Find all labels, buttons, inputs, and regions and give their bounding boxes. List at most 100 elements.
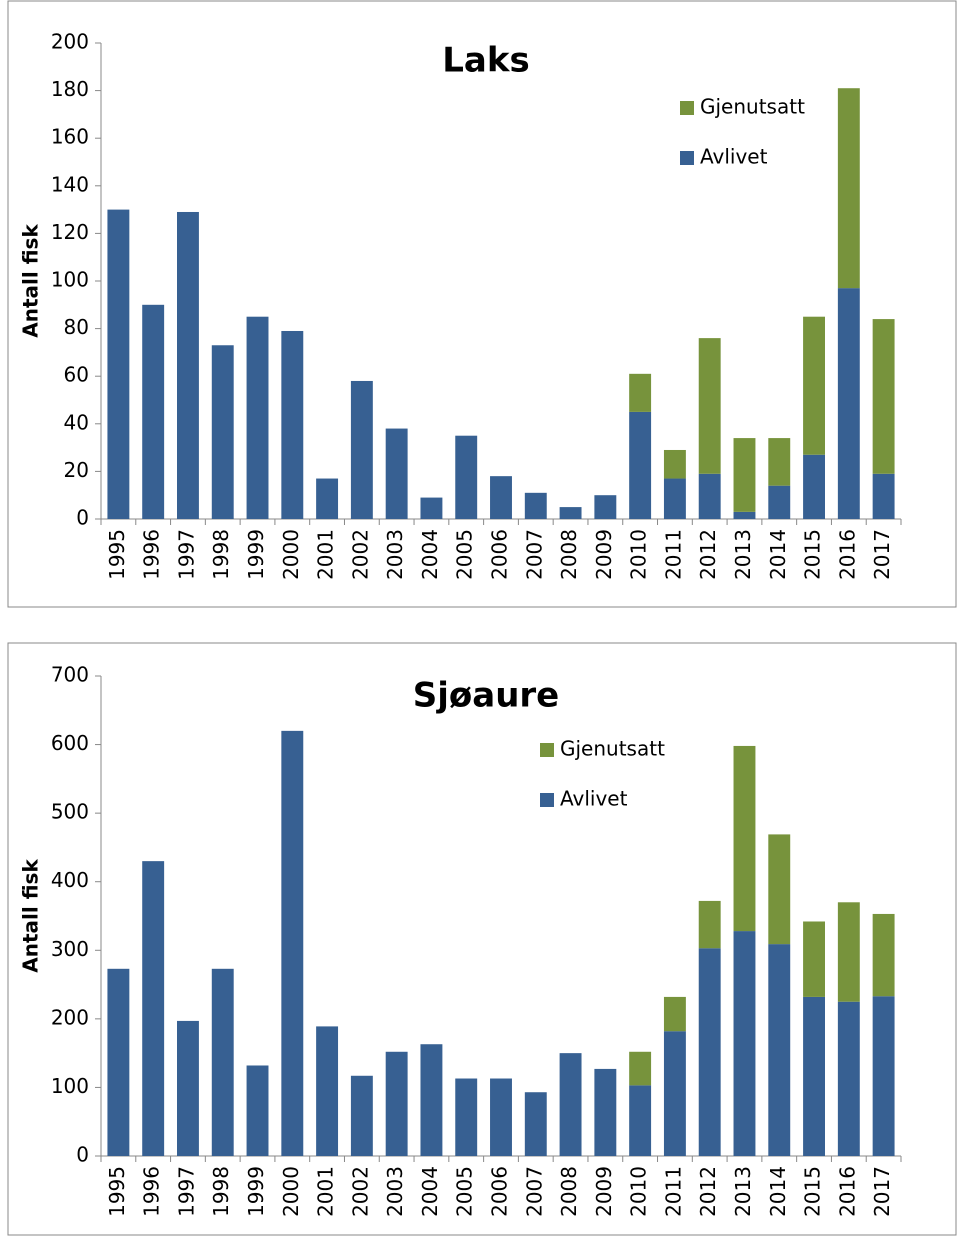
x-tick-label: 2001 bbox=[314, 529, 338, 580]
x-tick-label: 2016 bbox=[835, 529, 859, 580]
bar-segment bbox=[663, 449, 686, 479]
x-tick-label: 2004 bbox=[418, 1166, 442, 1217]
bar-segment bbox=[629, 373, 652, 412]
bar-segment bbox=[698, 338, 721, 474]
x-tick-label: 2002 bbox=[348, 1166, 372, 1217]
bar-segment bbox=[350, 1075, 373, 1156]
bar-segment bbox=[420, 497, 443, 519]
y-tick-label: 180 bbox=[51, 77, 89, 101]
x-tick-label: 2014 bbox=[766, 1166, 790, 1217]
y-tick-label: 400 bbox=[51, 868, 89, 892]
bar-segment bbox=[246, 316, 269, 519]
bar-segment bbox=[803, 316, 825, 455]
bar-segment bbox=[420, 1044, 443, 1156]
bar-segment bbox=[107, 209, 130, 519]
bar-segment bbox=[698, 473, 721, 519]
x-tick-label: 2008 bbox=[557, 529, 581, 580]
bar-segment bbox=[385, 1051, 408, 1156]
x-tick-label: 2007 bbox=[522, 529, 546, 580]
bar-segment bbox=[872, 319, 895, 474]
x-tick-label: 1996 bbox=[140, 1166, 164, 1217]
bar-segment bbox=[837, 88, 860, 289]
x-tick-label: 1996 bbox=[140, 529, 164, 580]
x-tick-label: 2003 bbox=[383, 1166, 407, 1217]
legend-swatch bbox=[680, 151, 694, 165]
bar-segment bbox=[455, 435, 478, 519]
x-tick-label: 2005 bbox=[453, 1166, 477, 1217]
bar-segment bbox=[837, 288, 860, 519]
x-tick-label: 2014 bbox=[766, 529, 790, 580]
bar-segment bbox=[698, 900, 721, 949]
bar-segment bbox=[837, 1001, 860, 1156]
bar-segment bbox=[768, 438, 791, 486]
y-tick-label: 60 bbox=[64, 363, 89, 387]
x-tick-label: 2017 bbox=[870, 1166, 894, 1217]
bar-segment bbox=[177, 1020, 199, 1156]
x-tick-label: 2000 bbox=[279, 1166, 303, 1217]
bar-segment bbox=[629, 411, 652, 519]
x-tick-label: 2011 bbox=[661, 529, 685, 580]
y-tick-label: 500 bbox=[51, 800, 89, 824]
x-tick-label: 1998 bbox=[209, 529, 233, 580]
bar-segment bbox=[316, 478, 339, 519]
x-tick-label: 2016 bbox=[835, 1166, 859, 1217]
x-tick-label: 2013 bbox=[731, 1166, 755, 1217]
x-tick-label: 2013 bbox=[731, 529, 755, 580]
bar-segment bbox=[733, 931, 756, 1156]
bar-segment bbox=[211, 968, 234, 1156]
bar-segment bbox=[872, 473, 895, 519]
bar-segment bbox=[107, 968, 130, 1156]
y-tick-label: 100 bbox=[51, 1074, 89, 1098]
legend-label: Avlivet bbox=[700, 145, 768, 169]
bar-segment bbox=[594, 1068, 617, 1156]
bar-segment bbox=[559, 1053, 582, 1156]
bar-segment bbox=[872, 913, 895, 997]
bar-segment bbox=[629, 1085, 652, 1156]
y-tick-label: 0 bbox=[76, 1143, 89, 1167]
x-tick-label: 2012 bbox=[696, 1166, 720, 1217]
bar-segment bbox=[663, 478, 686, 519]
y-tick-label: 600 bbox=[51, 731, 89, 755]
bar-segment bbox=[698, 948, 721, 1156]
bar-segment bbox=[211, 345, 234, 519]
y-tick-label: 700 bbox=[51, 663, 89, 687]
x-tick-label: 2000 bbox=[279, 529, 303, 580]
y-tick-label: 0 bbox=[76, 506, 89, 530]
bar-segment bbox=[768, 834, 791, 945]
bar-segment bbox=[768, 944, 791, 1156]
bar-segment bbox=[559, 507, 582, 519]
x-tick-label: 2010 bbox=[627, 529, 651, 580]
bar-segment bbox=[803, 921, 825, 997]
y-tick-label: 100 bbox=[51, 268, 89, 292]
x-tick-label: 1997 bbox=[174, 529, 198, 580]
legend-label: Gjenutsatt bbox=[700, 95, 805, 119]
x-tick-label: 1999 bbox=[244, 1166, 268, 1217]
x-tick-label: 2008 bbox=[557, 1166, 581, 1217]
x-tick-label: 2015 bbox=[801, 1166, 825, 1217]
y-tick-label: 120 bbox=[51, 220, 89, 244]
x-tick-label: 1997 bbox=[174, 1166, 198, 1217]
x-tick-label: 2011 bbox=[661, 1166, 685, 1217]
x-tick-label: 2002 bbox=[348, 529, 372, 580]
bar-segment bbox=[246, 1065, 269, 1156]
y-axis-label: Antall fisk bbox=[19, 859, 43, 973]
bar-segment bbox=[455, 1078, 478, 1156]
y-tick-label: 20 bbox=[64, 458, 89, 482]
x-tick-label: 1999 bbox=[244, 529, 268, 580]
bar-segment bbox=[733, 511, 756, 519]
bar-segment bbox=[490, 1078, 512, 1156]
bar-segment bbox=[385, 428, 408, 519]
y-tick-label: 40 bbox=[64, 410, 89, 434]
y-tick-label: 80 bbox=[64, 315, 89, 339]
bar-segment bbox=[803, 996, 825, 1156]
bar-segment bbox=[594, 495, 617, 519]
y-axis-label: Antall fisk bbox=[19, 224, 43, 338]
x-tick-label: 2006 bbox=[488, 1166, 512, 1217]
x-tick-label: 2003 bbox=[383, 529, 407, 580]
bar-segment bbox=[663, 996, 686, 1032]
legend-swatch bbox=[680, 101, 694, 115]
x-tick-label: 2005 bbox=[453, 529, 477, 580]
legend-swatch bbox=[540, 743, 554, 757]
bar-segment bbox=[733, 745, 756, 932]
